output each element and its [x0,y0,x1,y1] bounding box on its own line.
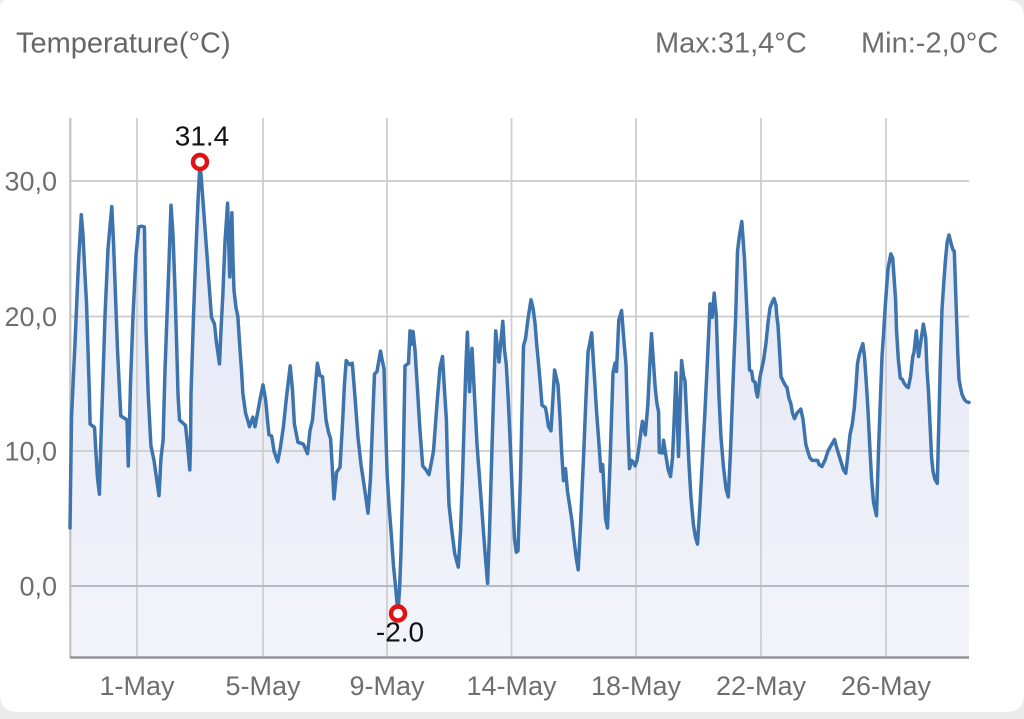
svg-text:10,0: 10,0 [4,437,57,467]
svg-text:14-May: 14-May [466,671,557,701]
svg-text:9-May: 9-May [349,671,425,701]
svg-text:5-May: 5-May [225,671,301,701]
svg-text:-2.0: -2.0 [376,617,424,648]
svg-text:Min:-2,0°C: Min:-2,0°C [861,28,998,60]
svg-text:1-May: 1-May [99,671,175,701]
svg-text:18-May: 18-May [591,671,682,701]
svg-text:22-May: 22-May [716,671,807,701]
svg-text:31.4: 31.4 [175,121,230,152]
svg-text:Temperature(°C): Temperature(°C) [16,28,231,60]
svg-text:30,0: 30,0 [4,167,57,197]
svg-text:20,0: 20,0 [4,302,57,332]
svg-text:Max:31,4°C: Max:31,4°C [655,28,807,60]
svg-text:0,0: 0,0 [19,572,57,602]
svg-text:26-May: 26-May [841,671,932,701]
